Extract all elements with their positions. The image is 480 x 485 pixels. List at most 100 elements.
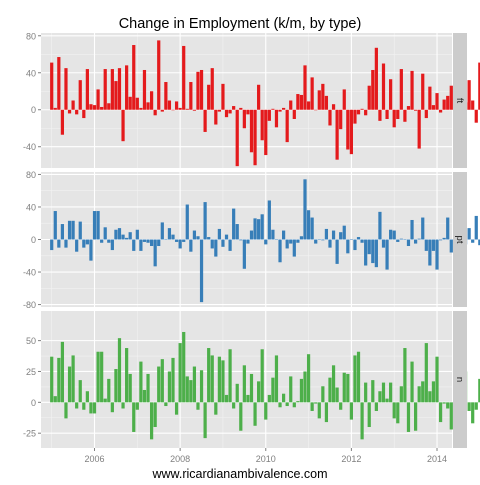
bar-pt — [67, 220, 72, 240]
bar-n — [149, 402, 154, 440]
bar-n — [435, 356, 439, 403]
bar-pt — [203, 202, 207, 240]
bar-ft — [446, 95, 450, 110]
bar-n — [146, 373, 150, 403]
bar-ft — [153, 109, 157, 116]
bar-ft — [428, 86, 432, 110]
bar-n — [82, 402, 86, 410]
bar-n — [356, 351, 361, 403]
bar-pt — [96, 211, 100, 240]
facet-strip — [453, 33, 467, 168]
bar-n — [214, 402, 218, 415]
bar-ft — [75, 109, 79, 115]
bar-n — [57, 357, 61, 403]
bar-ft — [278, 109, 282, 112]
bar-n — [342, 372, 346, 403]
bar-pt — [428, 239, 432, 266]
bar-ft — [96, 89, 100, 110]
bar-n — [474, 402, 478, 410]
bar-n — [246, 394, 250, 403]
bar-pt — [339, 232, 343, 240]
bar-n — [217, 356, 221, 403]
bar-pt — [50, 239, 54, 251]
bar-n — [264, 402, 268, 420]
bar-n — [285, 402, 289, 407]
bar-n — [449, 402, 453, 430]
bar-n — [296, 401, 300, 403]
bar-ft — [314, 109, 318, 111]
bar-n — [67, 366, 72, 403]
bar-n — [364, 382, 368, 403]
bar-pt — [431, 239, 436, 251]
bar-ft — [146, 102, 150, 110]
bar-ft — [164, 82, 168, 110]
chart-title: Change in Employment (k/m, by type) — [119, 16, 362, 32]
bar-ft — [389, 79, 393, 110]
bar-pt — [324, 228, 329, 240]
bar-ft — [331, 104, 336, 110]
bar-n — [321, 386, 325, 403]
bar-n — [249, 373, 254, 403]
bar-n — [346, 373, 350, 403]
bar-n — [160, 359, 164, 403]
bar-ft — [349, 109, 353, 155]
bar-ft — [253, 109, 257, 166]
bar-pt — [189, 239, 193, 252]
bar-pt — [185, 204, 189, 240]
y-tick-label: -80 — [23, 300, 36, 310]
bar-ft — [171, 109, 175, 111]
bar-pt — [367, 239, 371, 255]
bar-n — [260, 349, 264, 403]
bar-pt — [478, 239, 480, 246]
bar-n — [75, 402, 79, 409]
bar-ft — [267, 109, 271, 121]
bar-n — [132, 402, 136, 432]
bar-pt — [385, 239, 389, 270]
bar-ft — [367, 85, 371, 110]
bar-n — [299, 378, 304, 403]
bar-pt — [381, 239, 386, 248]
bar-ft — [50, 62, 54, 110]
bar-ft — [199, 69, 204, 110]
bar-n — [139, 361, 143, 403]
bar-pt — [417, 238, 421, 240]
bar-ft — [303, 65, 307, 110]
bar-n — [157, 366, 161, 403]
bar-n — [178, 343, 182, 403]
bar-n — [110, 402, 114, 413]
bar-n — [303, 371, 307, 403]
bar-n — [64, 402, 68, 419]
bar-n — [292, 402, 296, 408]
bar-ft — [431, 105, 436, 110]
bar-n — [349, 402, 353, 420]
bar-ft — [421, 73, 425, 110]
bar-pt — [53, 211, 57, 240]
bar-ft — [449, 85, 453, 110]
bar-pt — [132, 239, 136, 251]
facet-label-ft: ft — [454, 98, 465, 104]
bar-n — [164, 402, 168, 407]
bar-ft — [132, 45, 136, 110]
bar-ft — [356, 109, 361, 115]
x-tick-label: 2010 — [256, 454, 276, 464]
bar-pt — [167, 228, 172, 240]
bar-ft — [371, 69, 375, 110]
bar-n — [324, 402, 329, 423]
bar-n — [135, 402, 139, 410]
bar-pt — [449, 239, 453, 253]
bar-pt — [306, 210, 311, 240]
bar-pt — [164, 239, 168, 240]
bar-pt — [174, 239, 179, 242]
bar-pt — [285, 239, 289, 249]
bar-ft — [289, 100, 293, 110]
bar-ft — [317, 90, 321, 110]
bar-pt — [64, 239, 68, 248]
bar-n — [221, 360, 225, 403]
bar-n — [274, 355, 279, 403]
bar-n — [371, 380, 375, 403]
bar-pt — [232, 208, 236, 240]
bar-ft — [82, 109, 86, 119]
bar-n — [78, 380, 82, 403]
bar-n — [107, 378, 111, 403]
